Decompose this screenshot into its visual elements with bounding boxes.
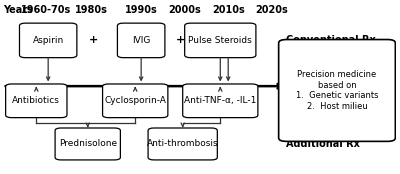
FancyBboxPatch shape — [279, 39, 395, 141]
FancyBboxPatch shape — [118, 23, 165, 58]
FancyBboxPatch shape — [55, 128, 120, 160]
Text: Pulse Steroids: Pulse Steroids — [188, 36, 252, 45]
Text: 2010s: 2010s — [212, 5, 244, 15]
Text: Antibiotics: Antibiotics — [12, 96, 60, 105]
Text: +: + — [89, 35, 98, 45]
Text: Precision medicine
based on
1.  Genetic variants
2.  Host milieu: Precision medicine based on 1. Genetic v… — [296, 70, 378, 110]
Text: 2020s: 2020s — [255, 5, 288, 15]
Text: Aspirin: Aspirin — [32, 36, 64, 45]
Text: Prednisolone: Prednisolone — [59, 140, 117, 148]
Text: 2000s: 2000s — [168, 5, 201, 15]
Text: 1990s: 1990s — [125, 5, 158, 15]
Text: 1960-70s: 1960-70s — [21, 5, 71, 15]
Text: Anti-TNF-α, -IL-1: Anti-TNF-α, -IL-1 — [184, 96, 256, 105]
FancyBboxPatch shape — [6, 84, 67, 118]
Text: 1980s: 1980s — [75, 5, 108, 15]
Text: Anti-thrombosis: Anti-thrombosis — [147, 140, 218, 148]
Text: +: + — [176, 35, 185, 45]
FancyBboxPatch shape — [148, 128, 217, 160]
Text: Conventional Rx: Conventional Rx — [286, 35, 375, 45]
FancyBboxPatch shape — [102, 84, 168, 118]
FancyBboxPatch shape — [20, 23, 77, 58]
Text: Additional Rx: Additional Rx — [286, 139, 360, 149]
FancyBboxPatch shape — [183, 84, 258, 118]
Text: Cyclosporin-A: Cyclosporin-A — [104, 96, 166, 105]
Text: Years: Years — [3, 5, 32, 15]
FancyBboxPatch shape — [185, 23, 256, 58]
Text: IVIG: IVIG — [132, 36, 150, 45]
